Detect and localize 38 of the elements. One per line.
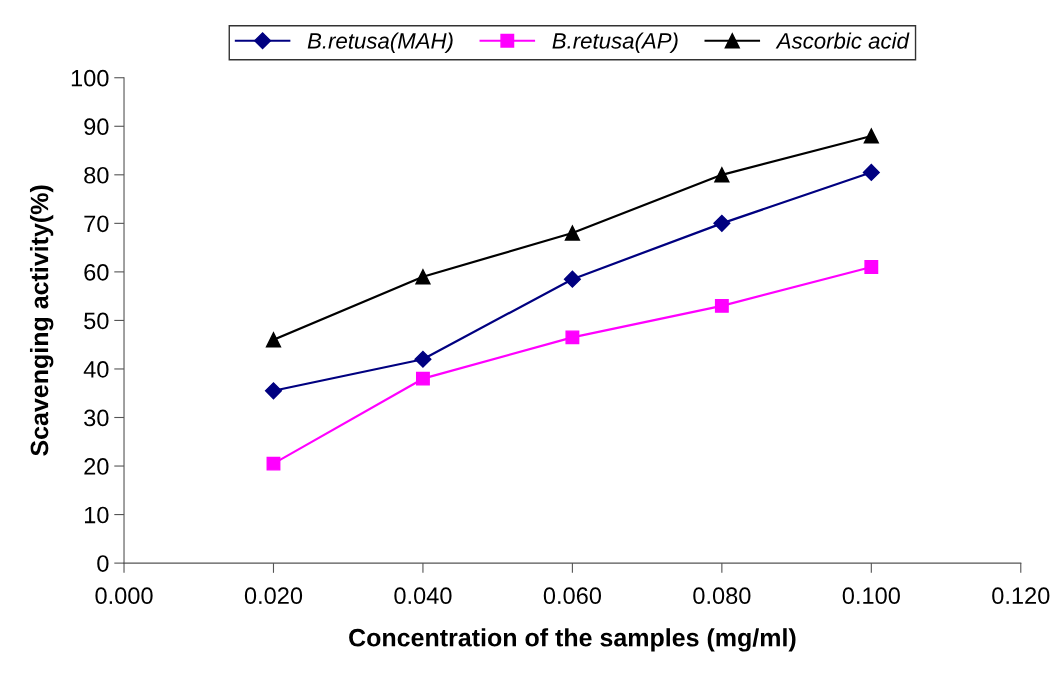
point (266, 456, 281, 471)
legend-label: Ascorbic acid (775, 32, 910, 49)
y-tick-label: 40 (83, 361, 109, 378)
y-tick-label: 30 (84, 409, 109, 427)
x-tick-label: 0.020 (244, 587, 303, 605)
point (564, 225, 581, 241)
x-tick-label: 0.000 (95, 587, 153, 605)
y-tick-label: 20 (84, 458, 109, 475)
point (713, 214, 731, 232)
point (415, 371, 430, 386)
y-tick-label: 90 (84, 118, 109, 136)
x-tick-label: 0.100 (842, 587, 900, 605)
point (265, 332, 282, 348)
point (864, 260, 879, 274)
point (862, 163, 880, 181)
point (415, 269, 431, 285)
point (414, 350, 432, 368)
x-tick-label: 0.060 (543, 587, 602, 605)
y-tick-label: 60 (84, 263, 109, 281)
y-tick-label: 80 (84, 166, 109, 184)
y-tick-label: 50 (84, 312, 109, 330)
y-axis-title: Scavenging activity(%) (29, 185, 54, 456)
x-axis-title: Concentration of the samples (mg/ml) (349, 628, 796, 652)
y-tick-label: 100 (71, 69, 109, 87)
point (264, 382, 283, 400)
x-tick-label: 0.120 (992, 587, 1050, 605)
y-tick-label: 10 (84, 506, 109, 524)
x-tick-label: 0.040 (394, 587, 452, 605)
y-tick-label: 0 (97, 555, 109, 572)
legend-label: B.retusa(AP) (552, 32, 678, 54)
point (863, 128, 879, 144)
point (563, 270, 581, 288)
x-tick-label: 0.080 (693, 587, 751, 605)
point (714, 167, 730, 183)
legend-label: B.retusa(MAH) (307, 32, 453, 54)
point (565, 330, 580, 345)
point (714, 298, 729, 313)
y-tick-label: 70 (84, 215, 109, 233)
